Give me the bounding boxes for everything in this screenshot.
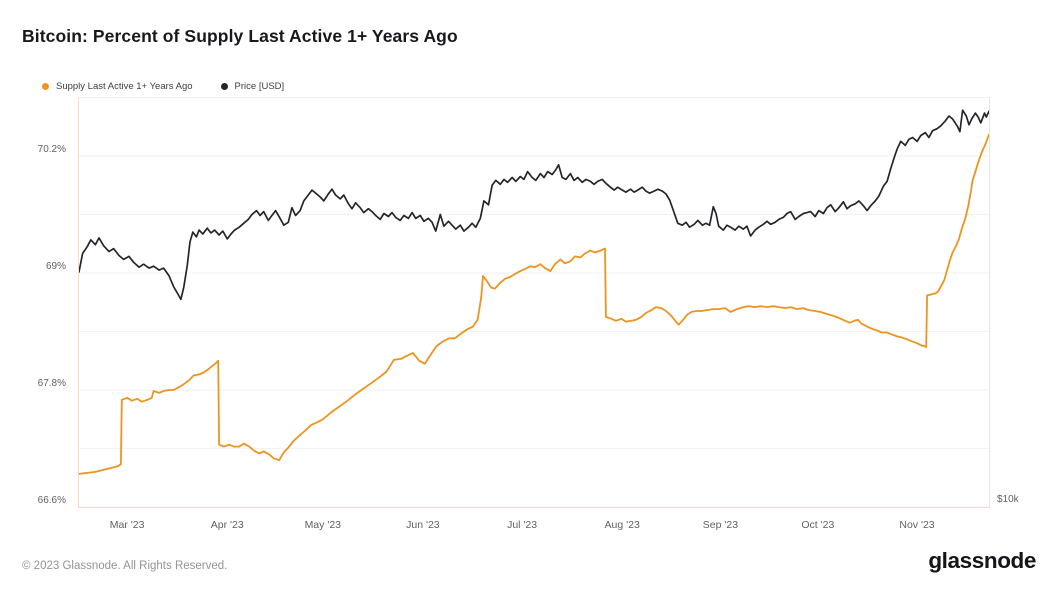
y-axis-tick-label: 70.2% (37, 144, 66, 155)
series-line-supply (79, 133, 989, 475)
price-supply-svg (79, 109, 989, 507)
x-axis-tick-label: Jul '23 (507, 519, 538, 531)
y-axis-tick-label: 69% (45, 261, 66, 272)
y-axis-tick-label: 66.6% (37, 495, 66, 506)
legend-label-price: Price [USD] (234, 81, 285, 92)
x-axis-tick-label: Sep '23 (702, 519, 739, 531)
legend-item-supply[interactable]: Supply Last Active 1+ Years Ago (42, 81, 193, 92)
x-axis-tick-label: Apr '23 (210, 519, 244, 531)
y-axis-tick-label: 67.8% (37, 378, 66, 389)
legend: Supply Last Active 1+ Years Ago Price [U… (42, 81, 284, 92)
copyright-text: © 2023 Glassnode. All Rights Reserved. (22, 560, 228, 572)
x-axis-tick-label: Oct '23 (801, 519, 835, 531)
x-axis-tick-label: May '23 (304, 519, 341, 531)
legend-item-price[interactable]: Price [USD] (220, 81, 285, 92)
supply-series-dot-icon (42, 83, 49, 90)
x-axis-tick-label: Jun '23 (406, 519, 440, 531)
x-axis-tick-label: Aug '23 (604, 519, 640, 531)
series-line-price (79, 109, 989, 301)
x-axis-tick-label: Mar '23 (109, 519, 145, 531)
x-axis-tick-label: Nov '23 (899, 519, 935, 531)
price-series-dot-icon (220, 83, 228, 90)
right-axis-tick-label: $10k (997, 494, 1019, 505)
glassnode-logo: glassnode (928, 548, 1036, 573)
legend-label-supply: Supply Last Active 1+ Years Ago (56, 81, 193, 92)
plot-area[interactable] (78, 97, 990, 508)
page-title: Bitcoin: Percent of Supply Last Active 1… (22, 26, 458, 46)
